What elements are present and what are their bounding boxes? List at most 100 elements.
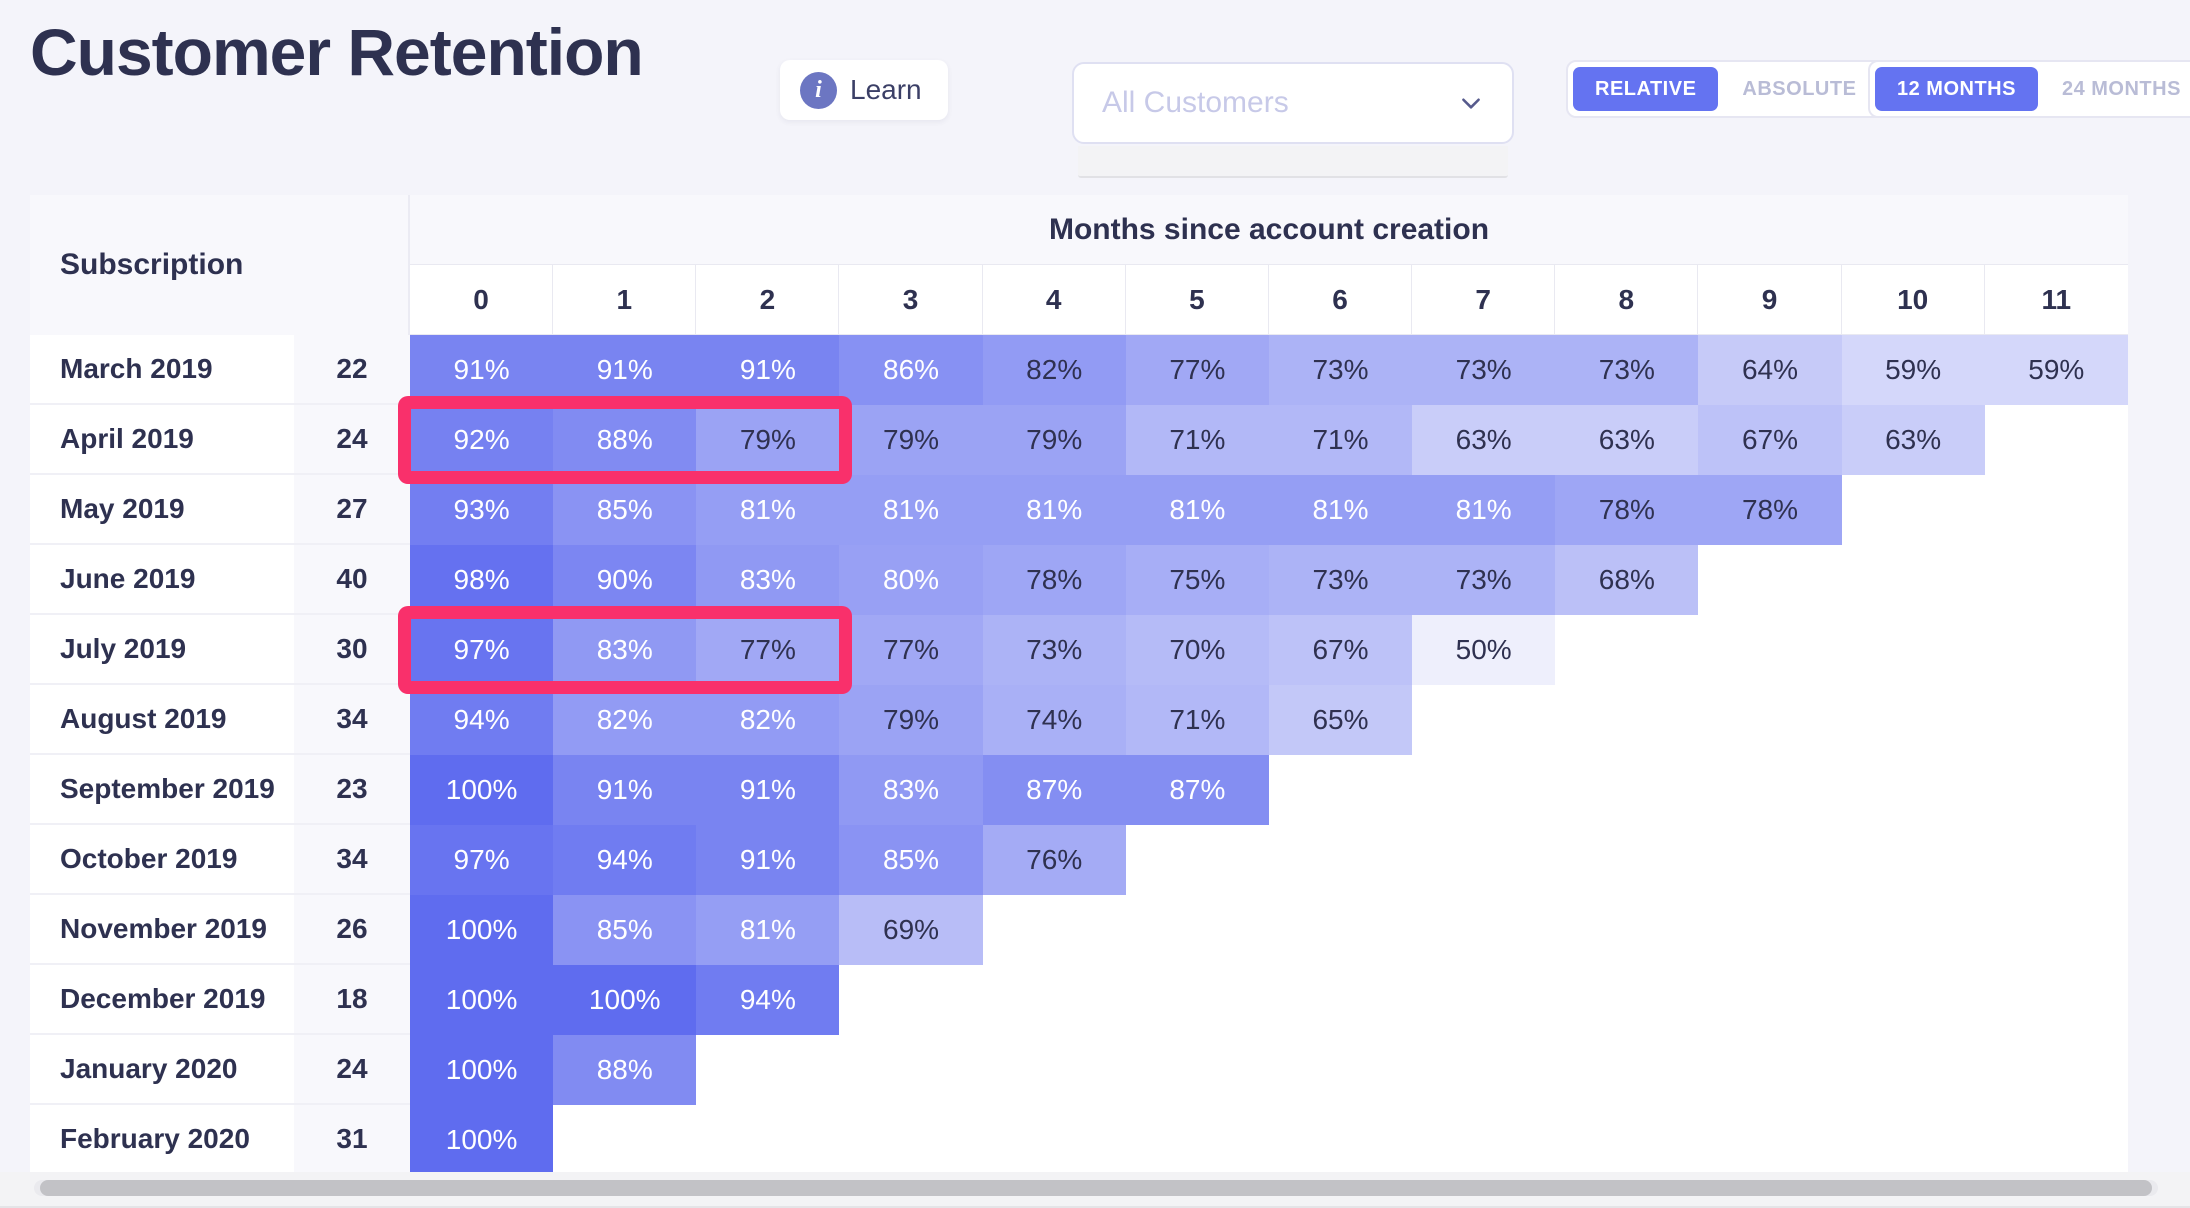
column-header: 1 [553,265,697,334]
empty-cell [1125,1035,1269,1105]
retention-cell: 79% [982,405,1126,475]
retention-cell: 91% [696,825,840,895]
retention-cell: 97% [410,825,554,895]
cohort-count: 31 [294,1105,410,1172]
retention-cell: 77% [839,615,983,685]
empty-cell [982,1035,1126,1105]
table-row: January 2020 24 100% 88% [30,1035,2128,1105]
retention-cell: 94% [553,825,697,895]
empty-cell [1125,825,1269,895]
toggle-12-months[interactable]: 12 MONTHS [1875,67,2038,111]
retention-cell: 100% [410,755,554,825]
cohort-label: April 2019 [30,405,294,475]
retention-cell: 63% [1841,405,1985,475]
empty-cell [1698,1105,1842,1172]
retention-cell: 59% [1984,335,2128,405]
retention-cell: 81% [1268,475,1413,545]
retention-cell: 79% [696,405,840,475]
customer-segment-select[interactable]: All Customers [1072,62,1514,144]
retention-cell: 83% [839,755,983,825]
retention-cell: 73% [982,615,1126,685]
cohort-count: 24 [294,405,410,475]
retention-cell: 87% [982,755,1126,825]
empty-cell [1984,1035,2128,1105]
retention-cell: 68% [1555,545,1699,615]
retention-cell: 75% [1125,545,1269,615]
empty-cell [1698,545,1842,615]
toggle-absolute[interactable]: ABSOLUTE [1720,67,1878,111]
window-toggle-group: 12 MONTHS 24 MONTHS [1868,60,2190,118]
retention-cell: 86% [839,335,983,405]
empty-cell [1984,895,2128,965]
cohort-label: July 2019 [30,615,294,685]
empty-cell [1984,685,2128,755]
table-row: June 2019 40 98% 90% 83% 80% 78% 75% 73% 73% 68% [30,545,2128,615]
cohort-label: January 2020 [30,1035,294,1105]
table-row: May 2019 27 93% 85% 81% 81% 81% 81% 81% 81% 78% 78% [30,475,2128,545]
empty-cell [1268,965,1413,1035]
empty-cell [1268,755,1413,825]
empty-cell [839,965,983,1035]
retention-cell: 92% [410,405,554,475]
retention-cell: 100% [410,965,554,1035]
empty-cell [696,1035,840,1105]
toggle-relative[interactable]: RELATIVE [1573,67,1719,111]
scrollbar-thumb[interactable] [40,1180,2152,1196]
info-icon: i [800,71,837,109]
cohort-label: February 2020 [30,1105,294,1172]
retention-cell: 73% [1412,335,1556,405]
empty-cell [982,895,1126,965]
retention-cell: 64% [1698,335,1842,405]
cohort-label: March 2019 [30,335,294,405]
toggle-24-months[interactable]: 24 MONTHS [2040,67,2190,111]
empty-cell [982,965,1126,1035]
empty-cell [1698,685,1842,755]
empty-cell [1984,615,2128,685]
empty-cell [1841,755,1985,825]
column-header: 4 [983,265,1126,334]
table-row: September 2019 23 100% 91% 91% 83% 87% 87% [30,755,2128,825]
empty-cell [1555,895,1699,965]
empty-cell [1125,1105,1269,1172]
retention-cell: 94% [410,685,554,755]
empty-cell [1698,895,1842,965]
retention-cell: 83% [553,615,697,685]
retention-cohort-table: Subscription Months since account creati… [30,195,2128,1172]
empty-cell [1412,1035,1556,1105]
table-row: April 2019 24 92% 88% 79% 79% 79% 71% 71% 63% 63% 6… [30,405,2128,475]
learn-button[interactable]: i Learn [780,60,948,120]
retention-cell: 79% [839,405,983,475]
empty-cell [1984,825,2128,895]
empty-cell [1412,965,1556,1035]
table-row: August 2019 34 94% 82% 82% 79% 74% 71% 65% [30,685,2128,755]
cohort-label: September 2019 [30,755,294,825]
retention-cell: 65% [1268,685,1413,755]
retention-cell: 81% [1412,475,1556,545]
empty-cell [839,1105,983,1172]
column-header: 3 [839,265,983,334]
retention-cell: 97% [410,615,554,685]
retention-cell: 98% [410,545,554,615]
retention-cell: 73% [1268,545,1413,615]
empty-cell [1841,1105,1985,1172]
retention-cell: 78% [1555,475,1699,545]
empty-cell [1841,965,1985,1035]
empty-cell [1268,895,1413,965]
empty-cell [1841,545,1985,615]
retention-cell: 77% [696,615,840,685]
retention-cell: 74% [982,685,1126,755]
retention-cell: 70% [1125,615,1269,685]
empty-cell [839,1035,983,1105]
empty-cell [696,1105,840,1172]
empty-cell [553,1105,697,1172]
empty-cell [1984,755,2128,825]
column-headers: 0 1 2 3 4 5 6 7 8 9 10 11 [410,265,2128,335]
empty-cell [1698,755,1842,825]
cohort-count: 18 [294,965,410,1035]
column-header: 9 [1698,265,1842,334]
cohort-count: 40 [294,545,410,615]
retention-cell: 78% [982,545,1126,615]
table-row: November 2019 26 100% 85% 81% 69% [30,895,2128,965]
table-row: October 2019 34 97% 94% 91% 85% 76% [30,825,2128,895]
